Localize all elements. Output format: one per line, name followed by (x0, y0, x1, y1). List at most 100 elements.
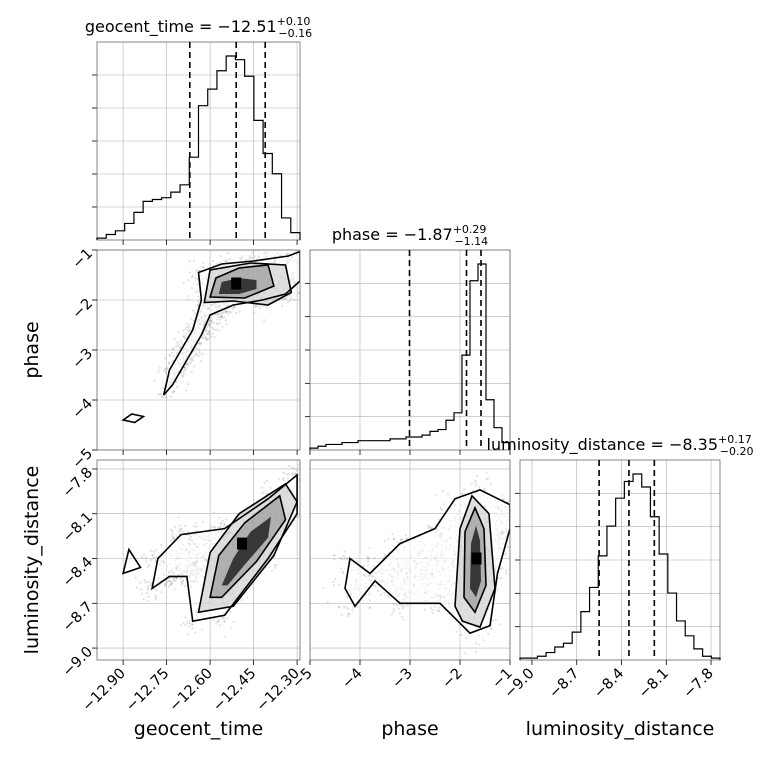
sample-point (223, 315, 226, 319)
sample-point (164, 357, 167, 360)
sample-point (290, 466, 294, 469)
sample-point (342, 571, 345, 574)
sample-point (225, 518, 228, 521)
sample-point (155, 548, 158, 551)
sample-point (193, 365, 196, 368)
sample-point (500, 577, 503, 580)
sample-point (175, 576, 178, 580)
sample-point (183, 623, 187, 626)
sample-point (195, 352, 198, 355)
sample-point (182, 372, 185, 375)
sample-point (190, 317, 193, 320)
sample-point (168, 580, 171, 583)
histogram-luminosity-distance (519, 473, 721, 660)
sample-point (304, 285, 306, 287)
sample-point (168, 577, 171, 580)
sample-point (271, 569, 274, 573)
sample-point (463, 488, 466, 491)
sample-point (160, 591, 163, 594)
y-axis-label-phase: phase (21, 321, 43, 378)
sample-point (202, 521, 205, 524)
sample-point (191, 274, 194, 278)
x-tick-label: −12.60 (167, 666, 216, 715)
sample-point (226, 309, 229, 313)
sample-point (224, 319, 228, 322)
sample-point (169, 528, 173, 531)
sample-point (373, 556, 376, 560)
sample-point (263, 319, 266, 322)
sample-point (164, 367, 167, 371)
sample-point (326, 601, 329, 604)
sample-point (439, 507, 442, 510)
sample-point (343, 550, 346, 553)
sample-point (285, 473, 288, 476)
sample-point (464, 652, 467, 655)
sample-point (501, 493, 504, 496)
y-tick-label: −9.0 (60, 644, 96, 680)
sample-point (215, 322, 219, 325)
sample-point (233, 305, 237, 308)
sample-point (283, 248, 285, 250)
x-tick-label: −12.90 (80, 666, 129, 715)
sample-point (281, 477, 285, 480)
sample-point (190, 276, 193, 279)
sample-point (248, 255, 252, 258)
sample-point (187, 278, 190, 282)
sample-point (226, 617, 229, 620)
sample-point (227, 312, 230, 315)
sample-point (195, 353, 199, 356)
sample-point (183, 336, 187, 340)
y-tick-label: −8.7 (60, 599, 96, 635)
sample-point (175, 344, 178, 348)
sample-point (367, 557, 370, 560)
sample-point (342, 554, 345, 558)
sample-point (196, 283, 199, 286)
sample-point (182, 374, 185, 377)
sample-point (189, 361, 192, 365)
sample-point (296, 469, 299, 472)
sample-point (192, 309, 195, 312)
sample-point (203, 336, 206, 340)
sample-point (347, 612, 350, 615)
sample-point (210, 318, 214, 322)
sample-point (383, 591, 386, 594)
sample-point (213, 525, 216, 529)
sample-point (204, 335, 207, 338)
sample-point (217, 316, 220, 319)
sample-point (179, 577, 182, 581)
sample-point (209, 335, 212, 338)
sample-point (166, 579, 170, 582)
x-tick-label: −4 (339, 666, 365, 692)
x-axis-label-phase: phase (381, 718, 438, 740)
contour-line (150, 473, 298, 623)
sample-point (262, 491, 265, 494)
sample-point (511, 503, 513, 505)
sample-point (254, 305, 257, 308)
sample-point (191, 627, 194, 630)
sample-point (368, 592, 371, 595)
sample-point (165, 396, 168, 399)
sample-point (182, 281, 185, 284)
sample-point (172, 578, 176, 581)
sample-point (211, 332, 214, 335)
sample-point (300, 278, 302, 280)
sample-point (287, 464, 291, 468)
sample-point (383, 553, 387, 556)
sample-point (222, 310, 225, 313)
sample-point (180, 580, 183, 583)
contour-line (197, 482, 299, 614)
sample-point (298, 291, 300, 295)
sample-point (306, 469, 308, 471)
contour-line (454, 494, 496, 629)
sample-point (334, 577, 337, 581)
sample-point (146, 599, 149, 602)
sample-point (183, 334, 186, 337)
sample-point (198, 342, 202, 345)
sample-point (332, 580, 335, 583)
sample-point (487, 477, 490, 480)
sample-point (301, 255, 303, 257)
sample-point (186, 622, 189, 625)
sample-point (187, 326, 190, 329)
contour-line (162, 250, 300, 396)
sample-point (218, 526, 221, 529)
